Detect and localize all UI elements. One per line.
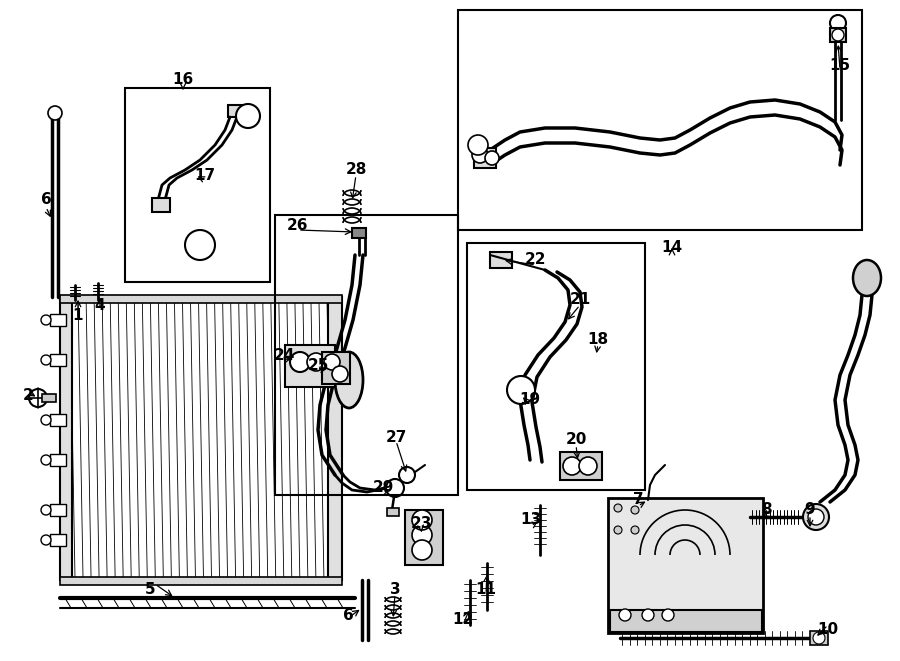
Text: 27: 27 xyxy=(385,430,407,444)
Circle shape xyxy=(399,467,415,483)
Bar xyxy=(60,295,342,303)
Circle shape xyxy=(579,457,597,475)
Circle shape xyxy=(631,506,639,514)
Bar xyxy=(610,610,762,632)
Circle shape xyxy=(41,315,51,325)
Circle shape xyxy=(185,230,215,260)
Circle shape xyxy=(412,525,432,545)
Text: 6: 6 xyxy=(343,607,354,623)
Bar xyxy=(458,10,862,230)
Text: 17: 17 xyxy=(194,167,216,182)
Circle shape xyxy=(808,509,824,525)
Circle shape xyxy=(29,389,47,407)
Circle shape xyxy=(332,366,348,382)
Circle shape xyxy=(468,135,488,155)
Bar xyxy=(228,105,248,117)
Bar xyxy=(322,352,350,384)
Text: 11: 11 xyxy=(475,582,497,598)
Circle shape xyxy=(485,151,499,165)
Bar xyxy=(152,198,170,212)
Bar xyxy=(560,452,602,480)
Circle shape xyxy=(631,526,639,534)
Circle shape xyxy=(563,457,581,475)
Text: 19: 19 xyxy=(519,393,541,407)
Text: 3: 3 xyxy=(390,582,400,598)
Text: 10: 10 xyxy=(817,623,839,637)
Text: 8: 8 xyxy=(760,502,771,518)
Circle shape xyxy=(290,352,310,372)
Circle shape xyxy=(830,15,846,31)
Circle shape xyxy=(832,29,844,41)
Bar xyxy=(50,504,66,516)
Bar xyxy=(285,345,335,387)
Bar xyxy=(405,510,443,565)
Circle shape xyxy=(642,609,654,621)
Text: 22: 22 xyxy=(526,253,547,268)
Text: 20: 20 xyxy=(565,432,587,447)
Bar xyxy=(608,498,763,633)
Circle shape xyxy=(507,376,535,404)
Bar xyxy=(328,297,342,580)
Text: 7: 7 xyxy=(633,492,643,508)
Bar xyxy=(490,252,512,268)
Text: 14: 14 xyxy=(662,241,682,256)
Ellipse shape xyxy=(853,260,881,296)
Bar xyxy=(42,394,56,402)
Text: 12: 12 xyxy=(453,613,473,627)
Bar xyxy=(467,243,645,490)
Text: 18: 18 xyxy=(588,332,608,348)
Circle shape xyxy=(41,505,51,515)
Circle shape xyxy=(41,355,51,365)
Text: 21: 21 xyxy=(570,293,590,307)
Bar xyxy=(50,414,66,426)
Text: 4: 4 xyxy=(94,297,105,313)
Circle shape xyxy=(307,353,325,371)
Text: 15: 15 xyxy=(830,58,850,73)
Circle shape xyxy=(813,632,825,644)
Circle shape xyxy=(386,479,404,497)
Text: 29: 29 xyxy=(373,481,393,496)
Text: 25: 25 xyxy=(307,358,328,373)
Circle shape xyxy=(412,510,432,530)
Bar xyxy=(50,314,66,326)
Text: 5: 5 xyxy=(145,582,156,598)
Bar xyxy=(352,228,366,238)
Text: 6: 6 xyxy=(40,192,51,208)
Bar xyxy=(60,297,72,580)
Text: 23: 23 xyxy=(410,516,432,531)
Bar xyxy=(125,88,270,282)
Bar xyxy=(830,28,846,42)
Circle shape xyxy=(803,504,829,530)
Bar xyxy=(387,508,399,516)
Bar xyxy=(474,148,496,168)
Bar xyxy=(275,215,458,495)
Circle shape xyxy=(619,609,631,621)
Circle shape xyxy=(41,415,51,425)
Text: 1: 1 xyxy=(73,307,83,323)
Circle shape xyxy=(472,147,488,163)
Bar xyxy=(50,454,66,466)
Text: 28: 28 xyxy=(346,163,366,178)
Circle shape xyxy=(614,504,622,512)
Text: 13: 13 xyxy=(520,512,542,527)
Circle shape xyxy=(48,106,62,120)
Circle shape xyxy=(662,609,674,621)
Text: 9: 9 xyxy=(805,502,815,518)
Circle shape xyxy=(41,535,51,545)
Text: 2: 2 xyxy=(22,387,33,403)
Polygon shape xyxy=(62,298,340,580)
Bar xyxy=(810,631,828,645)
Bar xyxy=(50,534,66,546)
Circle shape xyxy=(324,354,340,370)
Text: 24: 24 xyxy=(274,348,294,364)
Bar xyxy=(50,354,66,366)
Text: 26: 26 xyxy=(287,217,309,233)
Ellipse shape xyxy=(335,352,363,408)
Circle shape xyxy=(412,540,432,560)
Circle shape xyxy=(236,104,260,128)
Text: 16: 16 xyxy=(173,73,194,87)
Bar xyxy=(60,577,342,585)
Circle shape xyxy=(614,526,622,534)
Circle shape xyxy=(41,455,51,465)
